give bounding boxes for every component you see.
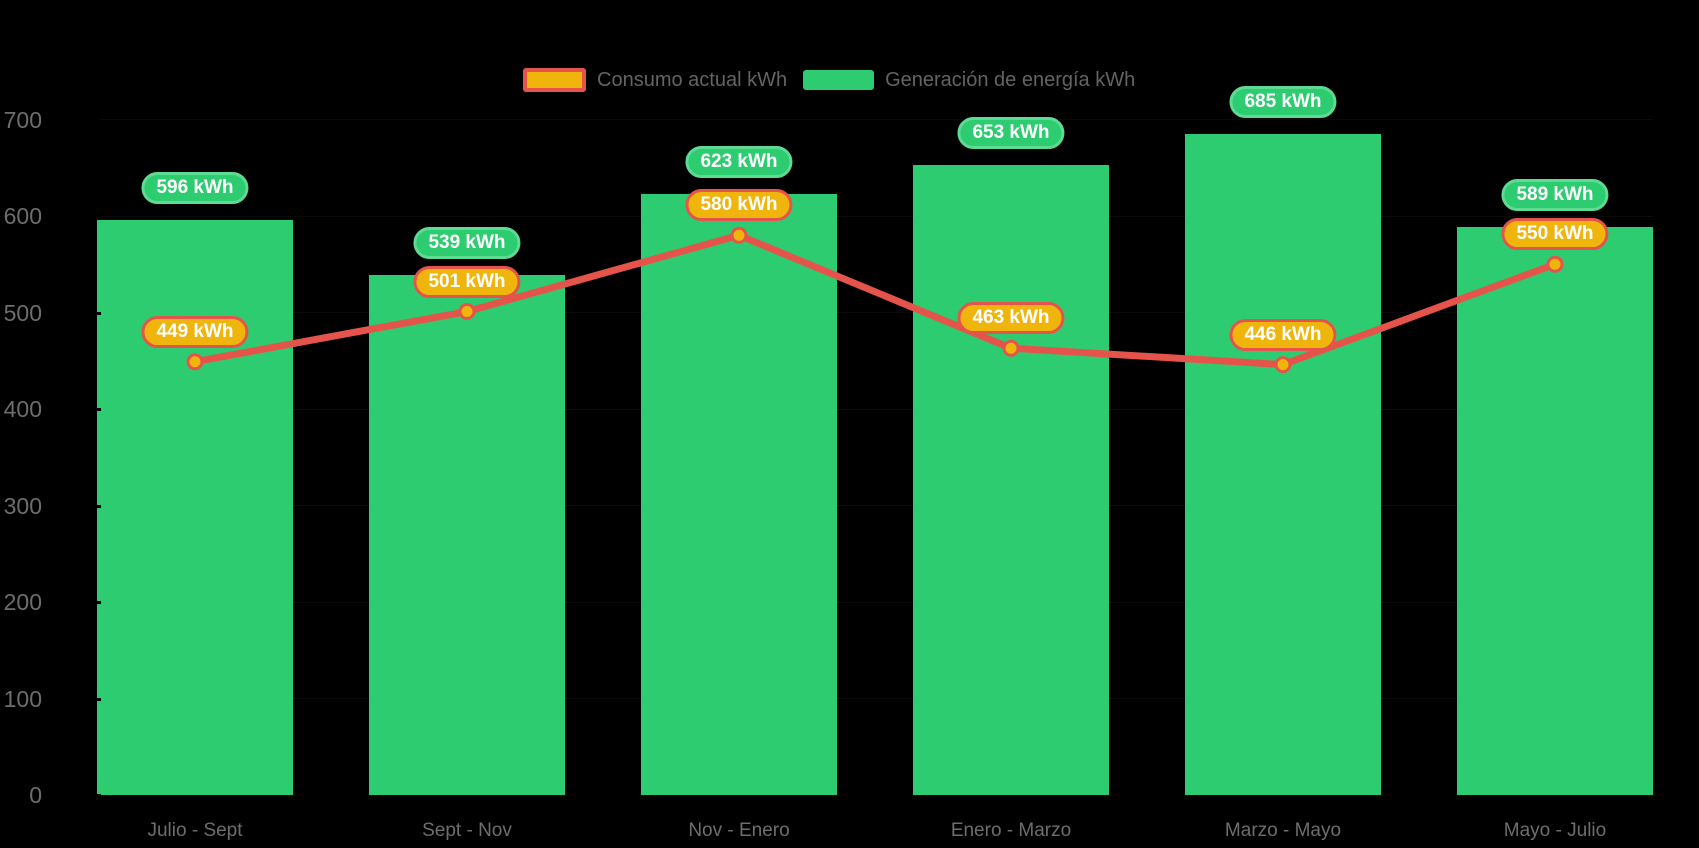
consumo-value-badge-1: 449 kWh [141,315,249,348]
y-axis-tick-600 [93,215,101,218]
generacion-value-badge-1: 596 kWh [141,171,249,204]
y-axis-tick-100 [93,697,101,701]
gridline-100 [97,698,1653,699]
consumo-value-badge-6: 550 kWh [1501,218,1609,251]
generacion-legend-swatch [803,70,875,90]
consumo-line-point-2[interactable] [458,303,476,321]
y-axis-label-700: 700 [3,106,42,133]
legend-item-consumo[interactable]: Consumo actual kWh [523,68,787,92]
x-axis-label-1: Julio - Sept [147,820,243,841]
consumo-legend-swatch [523,68,586,92]
gridline-400 [97,408,1653,410]
chart-legend: Consumo actual kWh Generación de energía… [523,68,1135,92]
x-axis-label-6: Mayo - Julio [1503,820,1607,841]
consumo-legend-label: Consumo actual kWh [597,68,788,91]
gridline-500 [97,312,1653,313]
gridline-700 [97,119,1653,120]
y-axis-label-300: 300 [3,492,42,519]
y-axis-tick-500 [93,311,101,315]
consumo-line-point-3[interactable] [730,226,748,244]
generacion-value-badge-5: 685 kWh [1229,85,1337,118]
y-axis-label-500: 500 [3,299,42,326]
consumo-line-point-1[interactable] [186,353,204,371]
y-axis-label-0: 0 [29,782,42,808]
consumo-line-point-4[interactable] [1002,339,1020,357]
consumo-value-badge-4: 463 kWh [957,302,1065,335]
consumo-value-badge-5: 446 kWh [1229,318,1337,351]
generacion-legend-label: Generación de energía kWh [885,68,1136,91]
y-axis-label-100: 100 [3,685,42,712]
y-axis-tick-700 [93,118,101,122]
bar-generacion-6[interactable] [1457,226,1653,795]
legend-item-generacion[interactable]: Generación de energía kWh [803,69,1135,92]
gridline-200 [97,601,1653,603]
y-axis-tick-200 [93,601,101,604]
x-axis-label-4: Enero - Marzo [950,820,1072,841]
y-axis-tick-400 [93,408,101,411]
bar-generacion-5[interactable] [1185,133,1381,795]
y-axis-label-600: 600 [3,203,42,229]
y-axis-tick-300 [93,504,101,508]
consumo-line [191,231,1559,369]
gridline-300 [97,505,1653,506]
generacion-value-badge-6: 589 kWh [1501,178,1609,211]
bar-generacion-4[interactable] [913,164,1109,795]
bar-generacion-2[interactable] [369,274,565,795]
consumo-value-badge-2: 501 kWh [413,265,521,298]
generacion-value-badge-4: 653 kWh [957,116,1065,149]
consumo-line-point-5[interactable] [1274,356,1292,374]
consumo-line-point-6[interactable] [1546,255,1564,273]
generacion-value-badge-2: 539 kWh [413,226,521,259]
consumo-value-badge-3: 580 kWh [685,189,793,222]
gridline-600 [97,215,1653,217]
generacion-value-badge-3: 623 kWh [685,145,793,178]
bar-generacion-3[interactable] [641,193,837,795]
x-axis-label-3: Nov - Enero [688,820,790,841]
x-axis-label-2: Sept - Nov [422,820,512,841]
x-axis-label-5: Marzo - Mayo [1224,820,1342,841]
y-axis-label-400: 400 [3,396,42,422]
y-axis-label-200: 200 [3,589,42,615]
y-axis-tick-0 [93,794,101,797]
